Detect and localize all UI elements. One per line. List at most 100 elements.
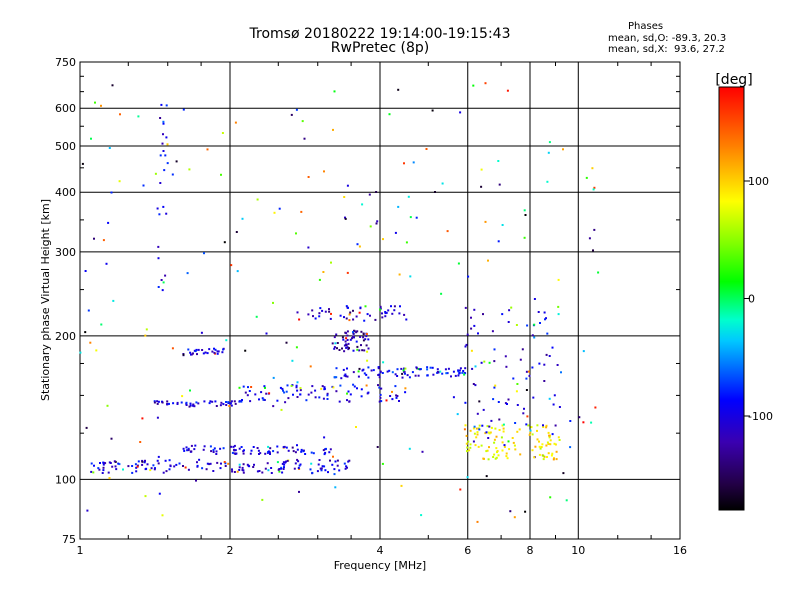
echo-point — [298, 464, 301, 467]
echo-point — [379, 393, 382, 396]
echo-point — [212, 449, 215, 451]
echo-point — [458, 372, 461, 374]
echo-point — [489, 431, 492, 434]
echo-point — [81, 162, 84, 165]
echo-point — [327, 471, 329, 474]
echo-point — [268, 392, 271, 395]
echo-point — [346, 339, 349, 341]
echo-point — [516, 430, 519, 433]
echo-point — [475, 427, 478, 430]
echo-point — [208, 463, 211, 466]
echo-point — [194, 350, 197, 353]
echo-point — [93, 237, 95, 240]
echo-point — [90, 470, 93, 473]
colorbar-label: [deg] — [715, 72, 752, 88]
echo-point — [93, 464, 95, 467]
echo-point — [531, 433, 534, 436]
echo-point — [548, 355, 551, 357]
echo-point — [111, 84, 114, 87]
echo-point — [318, 312, 321, 315]
echo-point — [187, 449, 190, 452]
echo-point — [506, 457, 509, 460]
echo-point — [400, 484, 403, 487]
echo-point — [426, 374, 429, 377]
echo-point — [352, 309, 354, 312]
echo-point — [224, 462, 227, 465]
echo-point — [515, 390, 518, 393]
echo-point — [394, 231, 397, 234]
echo-point — [514, 422, 517, 424]
echo-point — [192, 404, 195, 407]
echo-point — [597, 271, 600, 274]
echo-point — [269, 447, 272, 450]
echo-point — [476, 431, 479, 434]
echo-point — [321, 309, 324, 312]
echo-point — [536, 438, 539, 441]
echo-point — [486, 449, 489, 452]
y-tick-label: 100 — [55, 473, 76, 486]
echo-point — [135, 466, 138, 469]
echo-point — [558, 406, 561, 408]
echo-point — [493, 441, 496, 444]
echo-point — [323, 170, 325, 173]
echo-point — [100, 104, 102, 107]
echo-point — [362, 336, 365, 339]
echo-point — [166, 162, 169, 165]
echo-point — [143, 461, 146, 464]
echo-point — [562, 472, 565, 475]
echo-point — [585, 176, 588, 179]
echo-point — [507, 321, 510, 323]
echo-point — [242, 463, 245, 466]
echo-point — [158, 492, 161, 495]
echo-point — [497, 240, 500, 243]
echo-point — [358, 311, 361, 314]
echo-point — [542, 458, 545, 461]
echo-point — [252, 446, 255, 448]
echo-point — [263, 399, 266, 401]
echo-point — [533, 298, 536, 300]
echo-point — [553, 442, 556, 445]
echo-point — [348, 400, 351, 403]
echo-point — [235, 231, 238, 233]
echo-point — [194, 444, 197, 447]
echo-point — [366, 350, 369, 353]
echo-point — [546, 332, 549, 335]
echo-point — [431, 366, 434, 369]
echo-point — [261, 471, 264, 474]
echo-point — [382, 361, 385, 364]
echo-point — [246, 463, 249, 466]
echo-point — [474, 384, 477, 387]
echo-point — [112, 299, 115, 302]
echo-point — [295, 232, 297, 235]
echo-point — [330, 261, 332, 264]
y-tick-label: 600 — [55, 102, 76, 115]
echo-point — [565, 499, 568, 502]
echo-point — [355, 331, 358, 334]
echo-point — [385, 311, 388, 314]
echo-point — [238, 400, 241, 403]
echo-point — [365, 373, 368, 376]
echo-point — [222, 348, 225, 351]
colorbar-tick-label: 0 — [748, 293, 755, 306]
y-tick-label: 400 — [55, 186, 76, 199]
echo-point — [322, 449, 325, 452]
echo-point — [404, 367, 407, 370]
echo-point — [238, 469, 241, 471]
echo-point — [356, 387, 358, 390]
echo-point — [381, 316, 384, 319]
echo-point — [332, 455, 334, 458]
echo-point — [324, 310, 327, 313]
echo-point — [360, 330, 363, 333]
echo-point — [286, 459, 289, 462]
echo-point — [402, 369, 405, 372]
x-axis-label: Frequency [MHz] — [334, 559, 426, 572]
echo-point — [363, 349, 366, 352]
echo-point — [365, 344, 368, 347]
echo-point — [282, 468, 285, 470]
echo-point — [500, 436, 503, 439]
echo-point — [398, 273, 401, 276]
echo-point — [543, 455, 546, 458]
echo-point — [332, 386, 335, 389]
echo-point — [176, 401, 179, 404]
echo-point — [547, 452, 550, 455]
